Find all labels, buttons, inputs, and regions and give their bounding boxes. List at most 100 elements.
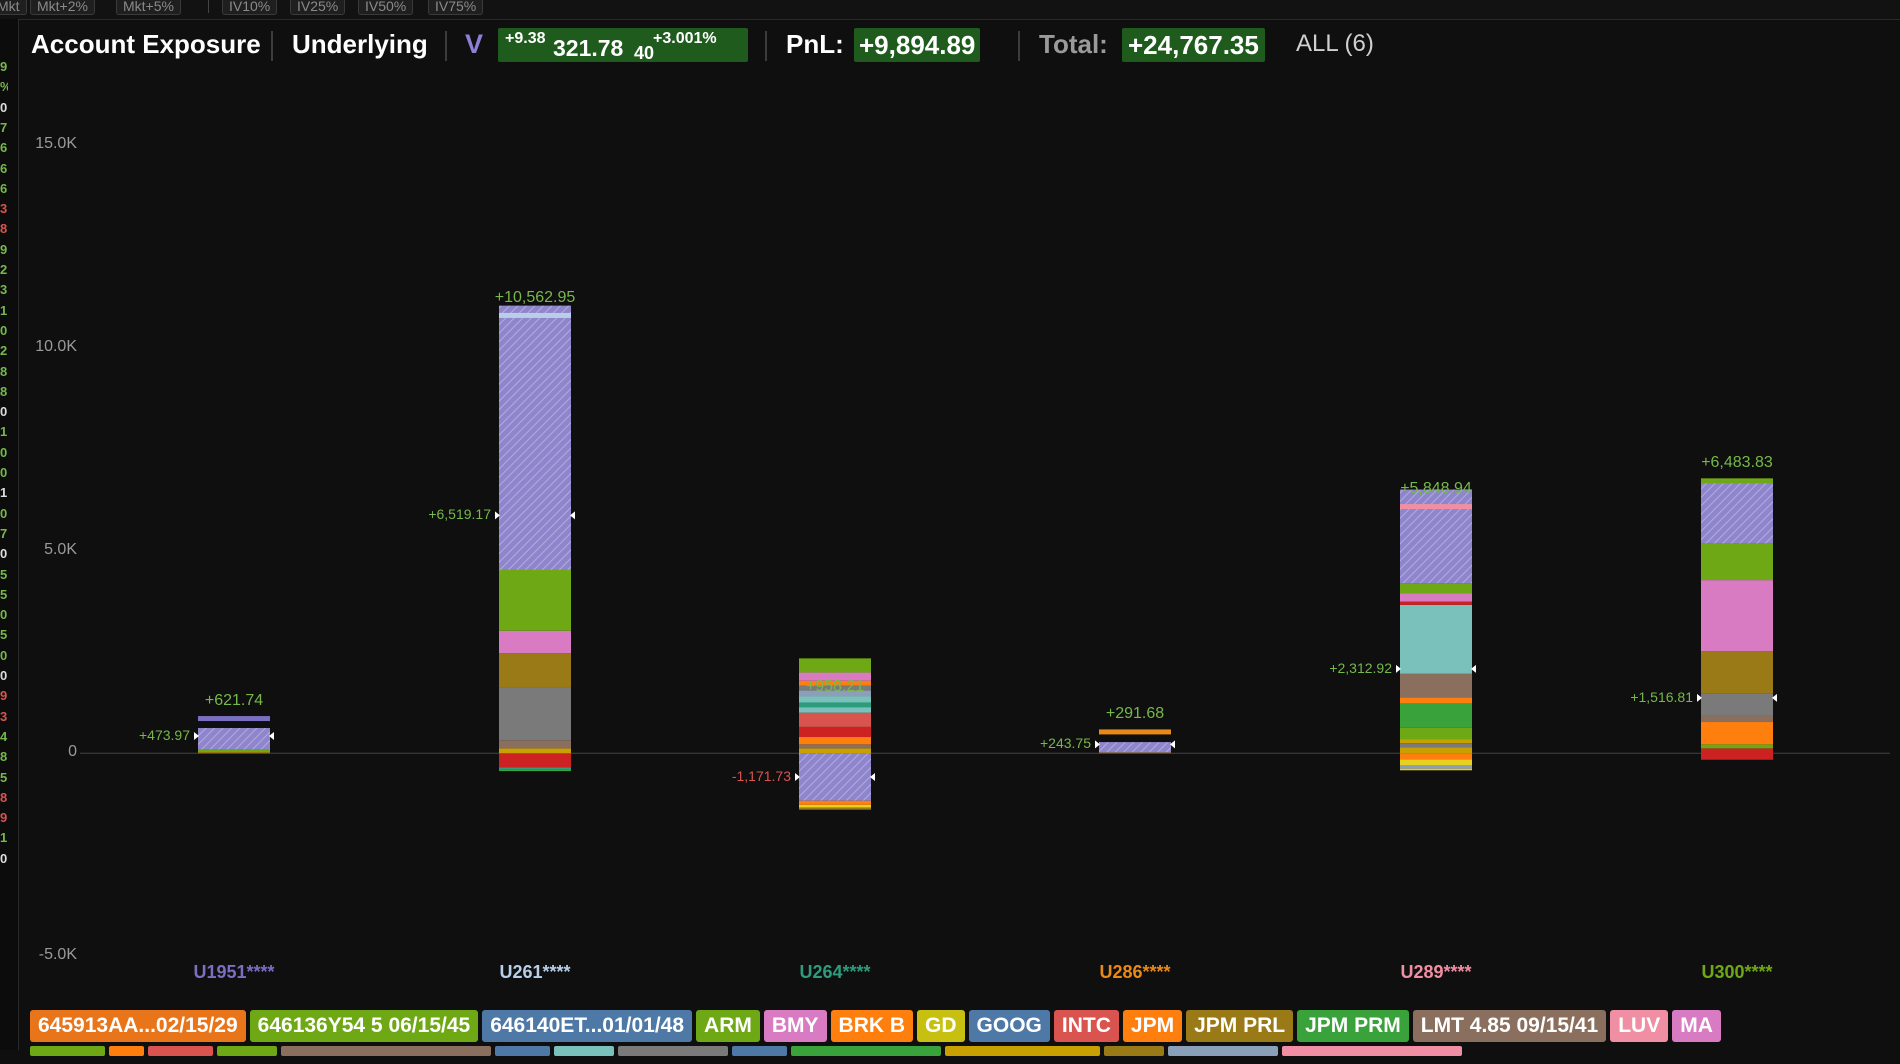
position-segment[interactable] xyxy=(499,748,571,754)
underlying-exposure-segment[interactable] xyxy=(799,753,871,801)
scenario-iv25-button[interactable]: IV25% xyxy=(290,0,346,15)
position-segment[interactable] xyxy=(1400,753,1472,760)
position-segment[interactable] xyxy=(1400,739,1472,744)
position-segment[interactable] xyxy=(1400,703,1472,728)
symbol-ticker[interactable]: V xyxy=(465,29,484,59)
symbol-tag[interactable]: BRK B xyxy=(830,1010,914,1042)
position-segment[interactable] xyxy=(499,569,571,631)
scenario-iv50-button[interactable]: IV50% xyxy=(358,0,414,15)
account-label[interactable]: U264**** xyxy=(799,962,871,982)
account-label[interactable]: U1951**** xyxy=(193,962,275,982)
position-segment[interactable] xyxy=(1400,768,1472,771)
symbol-tag[interactable] xyxy=(1168,1046,1278,1056)
position-segment[interactable] xyxy=(799,807,871,810)
position-segment[interactable] xyxy=(1701,580,1773,652)
position-segment[interactable] xyxy=(499,767,571,770)
symbol-tag[interactable] xyxy=(1104,1046,1164,1056)
account-label[interactable]: U289**** xyxy=(1400,962,1472,982)
scenario-mkt-button[interactable]: Mkt xyxy=(0,0,27,15)
position-segment[interactable] xyxy=(1400,583,1472,594)
position-segment[interactable] xyxy=(1701,722,1773,745)
symbol-tag[interactable] xyxy=(217,1046,277,1056)
position-segment[interactable] xyxy=(1400,759,1472,766)
symbol-tag[interactable] xyxy=(148,1046,213,1056)
underlying-exposure-segment[interactable] xyxy=(1701,482,1773,544)
symbol-tag[interactable] xyxy=(732,1046,787,1056)
underlying-exposure-segment[interactable] xyxy=(499,305,571,570)
position-segment[interactable] xyxy=(799,690,871,697)
symbol-tag[interactable] xyxy=(1282,1046,1462,1056)
position-segment[interactable] xyxy=(499,653,571,688)
symbol-tag[interactable] xyxy=(554,1046,614,1056)
position-segment[interactable] xyxy=(1701,744,1773,749)
account-label[interactable]: U286**** xyxy=(1099,962,1171,982)
position-segment[interactable] xyxy=(1701,715,1773,723)
account-filter-dropdown[interactable]: ALL (6) xyxy=(1296,30,1374,57)
symbol-tag[interactable] xyxy=(109,1046,144,1056)
account-label[interactable]: U300**** xyxy=(1701,962,1773,982)
scenario-iv10-button[interactable]: IV10% xyxy=(222,0,278,15)
position-segment[interactable] xyxy=(499,687,571,741)
symbol-tag[interactable]: LMT 4.85 09/15/41 xyxy=(1412,1010,1607,1042)
position-segment[interactable] xyxy=(1400,604,1472,674)
symbol-tag[interactable]: 645913AA...02/15/29 xyxy=(30,1010,246,1042)
position-segment[interactable] xyxy=(799,672,871,681)
symbol-tag[interactable]: 646140ET...01/01/48 xyxy=(482,1010,693,1042)
underlying-exposure-segment[interactable] xyxy=(198,728,270,750)
position-segment[interactable] xyxy=(1701,543,1773,581)
symbol-tag[interactable]: MA xyxy=(1672,1010,1721,1042)
position-segment[interactable] xyxy=(1400,593,1472,602)
position-segment[interactable] xyxy=(499,769,571,772)
symbol-tag[interactable]: GOOG xyxy=(968,1010,1050,1042)
position-segment[interactable] xyxy=(1400,697,1472,704)
position-segment[interactable] xyxy=(1701,693,1773,716)
scenario-iv75-button[interactable]: IV75% xyxy=(428,0,484,15)
position-segment[interactable] xyxy=(799,804,871,808)
symbol-tag[interactable] xyxy=(945,1046,1100,1056)
position-segment[interactable] xyxy=(799,737,871,745)
position-segment[interactable] xyxy=(1400,747,1472,754)
underlying-exposure-segment[interactable] xyxy=(1099,742,1171,753)
symbol-tag[interactable] xyxy=(495,1046,550,1056)
position-segment[interactable] xyxy=(1400,765,1472,769)
symbol-tag[interactable]: GD xyxy=(917,1010,965,1042)
symbol-tag[interactable]: LUV xyxy=(1610,1010,1669,1042)
symbol-tag[interactable] xyxy=(30,1046,105,1056)
symbol-tag[interactable]: JPM xyxy=(1122,1010,1183,1042)
position-segment[interactable] xyxy=(799,726,871,738)
scenario-mkt-5-button[interactable]: Mkt+5% xyxy=(116,0,181,15)
position-segment[interactable] xyxy=(198,749,270,753)
position-segment[interactable] xyxy=(198,752,270,754)
symbol-tag[interactable]: JPM PRL xyxy=(1186,1010,1294,1042)
position-segment[interactable] xyxy=(499,740,571,749)
position-segment[interactable] xyxy=(1701,651,1773,694)
position-segment[interactable] xyxy=(1400,601,1472,605)
account-label[interactable]: U261**** xyxy=(499,962,571,982)
symbol-tag[interactable]: BMY xyxy=(763,1010,827,1042)
symbol-tag[interactable] xyxy=(791,1046,941,1056)
scenario-mkt-2-button[interactable]: Mkt+2% xyxy=(30,0,95,15)
position-segment[interactable] xyxy=(1099,752,1171,754)
underlying-exposure-segment[interactable] xyxy=(1400,489,1472,584)
symbol-tag[interactable] xyxy=(618,1046,728,1056)
position-segment[interactable] xyxy=(499,753,571,768)
position-segment[interactable] xyxy=(1400,727,1472,740)
symbol-tag[interactable]: INTC xyxy=(1053,1010,1119,1042)
position-segment[interactable] xyxy=(799,685,871,691)
position-segment[interactable] xyxy=(1400,743,1472,748)
position-segment[interactable] xyxy=(799,800,871,805)
symbol-tag[interactable]: JPM PRM xyxy=(1297,1010,1409,1042)
view-mode-underlying[interactable]: Underlying xyxy=(292,29,428,59)
position-segment[interactable] xyxy=(1701,748,1773,754)
position-segment[interactable] xyxy=(799,748,871,754)
symbol-tag[interactable]: 646136Y54 5 06/15/45 xyxy=(249,1010,479,1042)
position-segment[interactable] xyxy=(799,712,871,727)
position-segment[interactable] xyxy=(799,744,871,749)
symbol-tag[interactable]: ARM xyxy=(696,1010,760,1042)
position-segment[interactable] xyxy=(499,630,571,654)
position-segment[interactable] xyxy=(1400,673,1472,698)
position-segment[interactable] xyxy=(799,680,871,686)
symbol-tag[interactable] xyxy=(281,1046,491,1056)
position-segment[interactable] xyxy=(1701,753,1773,760)
position-segment[interactable] xyxy=(799,658,871,673)
